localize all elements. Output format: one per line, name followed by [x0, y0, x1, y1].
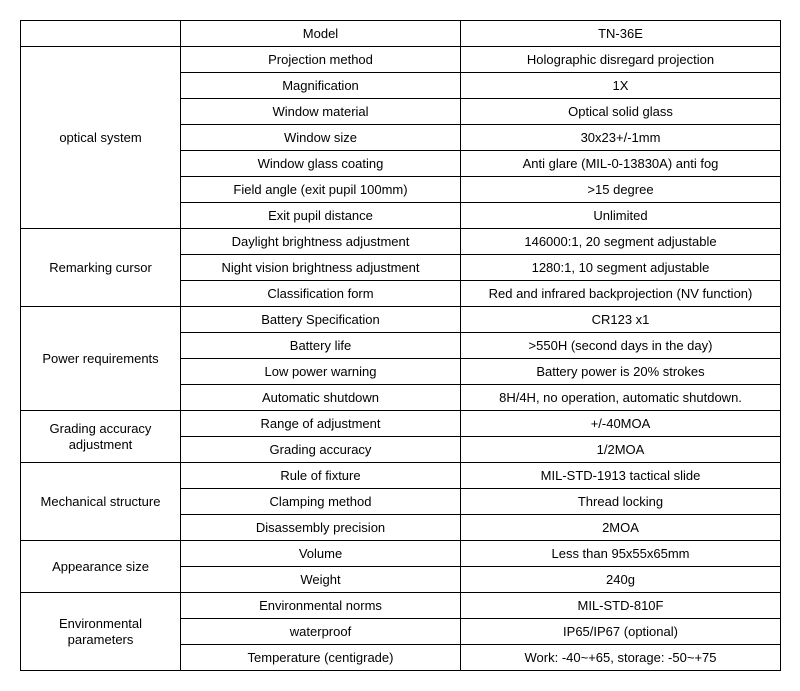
- value-cell: CR123 x1: [461, 307, 781, 333]
- value-cell: Holographic disregard projection: [461, 47, 781, 73]
- table-row: optical systemProjection methodHolograph…: [21, 47, 781, 73]
- value-cell: IP65/IP67 (optional): [461, 619, 781, 645]
- param-cell: Clamping method: [181, 489, 461, 515]
- value-cell: Thread locking: [461, 489, 781, 515]
- param-cell: Battery life: [181, 333, 461, 359]
- category-cell: Power requirements: [21, 307, 181, 411]
- table-row: Appearance sizeVolumeLess than 95x55x65m…: [21, 541, 781, 567]
- value-cell: 1280:1, 10 segment adjustable: [461, 255, 781, 281]
- table-row: Mechanical structureRule of fixtureMIL-S…: [21, 463, 781, 489]
- param-cell: Window glass coating: [181, 151, 461, 177]
- param-cell: Window material: [181, 99, 461, 125]
- header-model-value: TN-36E: [461, 21, 781, 47]
- category-cell: Mechanical structure: [21, 463, 181, 541]
- value-cell: Work: -40~+65, storage: -50~+75: [461, 645, 781, 671]
- category-cell: Remarking cursor: [21, 229, 181, 307]
- value-cell: Less than 95x55x65mm: [461, 541, 781, 567]
- table-row: Remarking cursorDaylight brightness adju…: [21, 229, 781, 255]
- param-cell: Magnification: [181, 73, 461, 99]
- value-cell: Anti glare (MIL-0-13830A) anti fog: [461, 151, 781, 177]
- param-cell: Field angle (exit pupil 100mm): [181, 177, 461, 203]
- value-cell: 240g: [461, 567, 781, 593]
- table-row: Environmental parametersEnvironmental no…: [21, 593, 781, 619]
- value-cell: 8H/4H, no operation, automatic shutdown.: [461, 385, 781, 411]
- spec-table-body: ModelTN-36Eoptical systemProjection meth…: [21, 21, 781, 671]
- value-cell: >550H (second days in the day): [461, 333, 781, 359]
- param-cell: Grading accuracy: [181, 437, 461, 463]
- param-cell: Temperature (centigrade): [181, 645, 461, 671]
- category-cell: Environmental parameters: [21, 593, 181, 671]
- param-cell: waterproof: [181, 619, 461, 645]
- category-cell: Grading accuracy adjustment: [21, 411, 181, 463]
- param-cell: Battery Specification: [181, 307, 461, 333]
- value-cell: Battery power is 20% strokes: [461, 359, 781, 385]
- spec-table: ModelTN-36Eoptical systemProjection meth…: [20, 20, 781, 671]
- value-cell: >15 degree: [461, 177, 781, 203]
- param-cell: Projection method: [181, 47, 461, 73]
- param-cell: Automatic shutdown: [181, 385, 461, 411]
- header-row: ModelTN-36E: [21, 21, 781, 47]
- param-cell: Range of adjustment: [181, 411, 461, 437]
- value-cell: 2MOA: [461, 515, 781, 541]
- header-empty-cell: [21, 21, 181, 47]
- param-cell: Environmental norms: [181, 593, 461, 619]
- param-cell: Night vision brightness adjustment: [181, 255, 461, 281]
- category-cell: optical system: [21, 47, 181, 229]
- param-cell: Classification form: [181, 281, 461, 307]
- value-cell: 1/2MOA: [461, 437, 781, 463]
- table-row: Power requirementsBattery SpecificationC…: [21, 307, 781, 333]
- value-cell: 146000:1, 20 segment adjustable: [461, 229, 781, 255]
- value-cell: Red and infrared backprojection (NV func…: [461, 281, 781, 307]
- category-cell: Appearance size: [21, 541, 181, 593]
- value-cell: Optical solid glass: [461, 99, 781, 125]
- value-cell: +/-40MOA: [461, 411, 781, 437]
- param-cell: Volume: [181, 541, 461, 567]
- param-cell: Exit pupil distance: [181, 203, 461, 229]
- value-cell: Unlimited: [461, 203, 781, 229]
- table-row: Grading accuracy adjustmentRange of adju…: [21, 411, 781, 437]
- param-cell: Rule of fixture: [181, 463, 461, 489]
- header-model-label: Model: [181, 21, 461, 47]
- value-cell: 30x23+/-1mm: [461, 125, 781, 151]
- value-cell: 1X: [461, 73, 781, 99]
- param-cell: Weight: [181, 567, 461, 593]
- param-cell: Disassembly precision: [181, 515, 461, 541]
- param-cell: Window size: [181, 125, 461, 151]
- param-cell: Daylight brightness adjustment: [181, 229, 461, 255]
- param-cell: Low power warning: [181, 359, 461, 385]
- value-cell: MIL-STD-1913 tactical slide: [461, 463, 781, 489]
- value-cell: MIL-STD-810F: [461, 593, 781, 619]
